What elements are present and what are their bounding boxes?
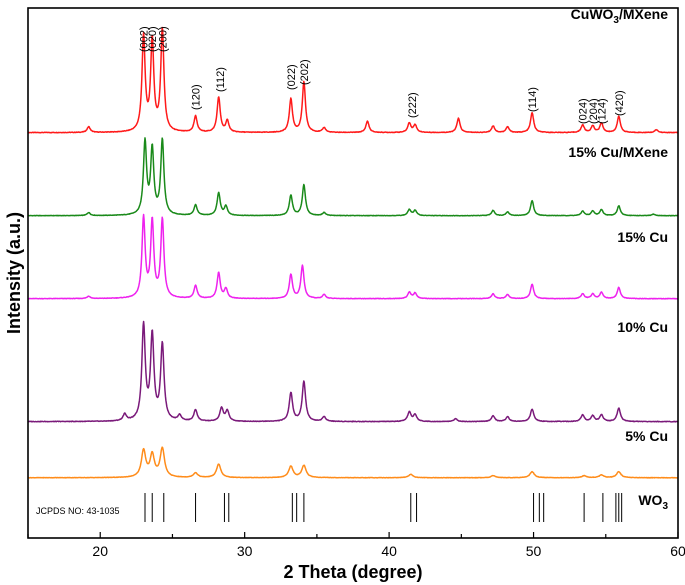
series-label: CuWO3/MXene — [571, 6, 669, 26]
peak-label: (022) — [286, 64, 298, 90]
x-tick-label: 20 — [92, 543, 108, 559]
x-axis: 20 30 40 50 60 — [27, 532, 685, 559]
reference-name-label: WO3 — [638, 492, 668, 512]
series-line — [27, 320, 679, 423]
x-tick-label: 60 — [670, 543, 685, 559]
peak-label: (114) — [527, 87, 539, 112]
series-line — [27, 26, 679, 134]
series-line — [27, 213, 679, 300]
x-axis-label: 2 Theta (degree) — [283, 562, 422, 582]
series-labels-group: CuWO3/MXene 15% Cu/MXene 15% Cu 10% Cu 5% Cu — [568, 6, 668, 444]
peak-label: (420) — [614, 90, 626, 116]
series-label: 15% Cu/MXene — [568, 144, 668, 160]
plot-frame — [27, 7, 679, 539]
reference-card-label: JCPDS NO: 43-1035 — [36, 506, 120, 516]
reference-name-sub: 3 — [662, 501, 668, 512]
y-axis-label: Intensity (a.u.) — [4, 212, 24, 334]
peak-label: (124) — [596, 98, 608, 124]
series-label: 10% Cu — [617, 319, 668, 335]
reference-name-main: WO — [638, 492, 662, 508]
series-label: 5% Cu — [625, 428, 668, 444]
peak-label: (112) — [215, 67, 227, 92]
peak-label: (200) — [157, 26, 169, 52]
peak-label: (002) — [139, 26, 151, 52]
reference-lines-group — [144, 493, 623, 522]
x-tick-label: 50 — [526, 543, 542, 559]
peak-label: (204) — [588, 98, 600, 124]
x-tick-label: 30 — [237, 543, 253, 559]
x-tick-label: 40 — [381, 543, 397, 559]
series-label: 15% Cu — [617, 229, 668, 245]
peak-label: (120) — [191, 84, 203, 110]
traces-group — [27, 26, 679, 479]
peak-label: (024) — [578, 98, 590, 124]
peak-labels-group: (002)(020)(200) (120) (112) (022) (202) (222)… — [139, 26, 626, 124]
series-line — [27, 446, 679, 479]
peak-label: (222) — [407, 92, 419, 118]
series-line — [27, 137, 679, 217]
peak-label: (020) — [147, 26, 159, 52]
peak-label: (202) — [299, 59, 311, 85]
